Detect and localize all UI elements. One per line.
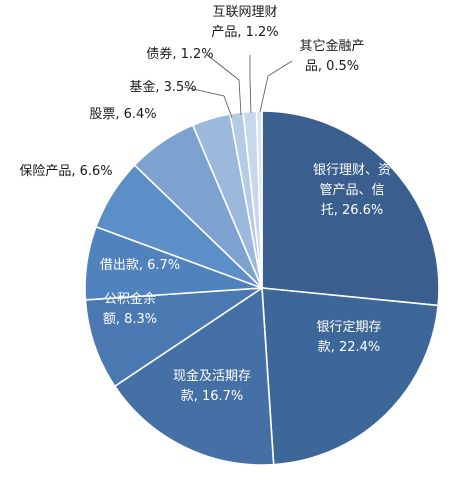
slice-label: 互联网理财产品, 1.2% xyxy=(211,5,278,40)
slice-label: 现金及活期存款, 16.7% xyxy=(173,368,251,404)
slice-label: 银行理财、资管产品、信托, 26.6% xyxy=(313,163,391,218)
leader-line xyxy=(205,53,242,116)
leader-lines xyxy=(183,53,293,119)
leader-line xyxy=(183,86,233,119)
slice-label-line: 其它金融产 xyxy=(299,38,364,54)
slice-label: 其它金融产品, 0.5% xyxy=(299,38,364,74)
slice-label-line: 款, 16.7% xyxy=(181,389,244,404)
slice-label-line: 借出款, 6.7% xyxy=(100,258,180,273)
slice-label: 公积金余额, 8.3% xyxy=(103,291,157,327)
slice-label-line: 银行定期存 xyxy=(316,320,381,335)
leader-line xyxy=(249,55,252,114)
slice-label: 银行定期存款, 22.4% xyxy=(316,320,381,355)
slice-label-line: 互联网理财 xyxy=(212,5,277,20)
slice-label-line: 债券, 1.2% xyxy=(146,46,213,62)
slice-label-line: 款, 22.4% xyxy=(318,340,381,355)
slice-label-line: 管产品、信 xyxy=(319,183,384,198)
slice-label-line: 产品, 1.2% xyxy=(211,25,278,40)
slice-label: 股票, 6.4% xyxy=(89,107,156,122)
pie-slice xyxy=(261,110,440,307)
slice-label-line: 基金, 3.5% xyxy=(129,79,196,95)
slice-label-line: 保险产品, 6.6% xyxy=(19,164,112,179)
pie-slices xyxy=(84,110,440,466)
slice-label: 借出款, 6.7% xyxy=(100,258,180,273)
slice-label-line: 银行理财、资 xyxy=(313,163,391,178)
slice-label-line: 公积金余 xyxy=(104,291,156,307)
slice-label-line: 品, 0.5% xyxy=(305,59,359,74)
pie-slice xyxy=(113,286,275,466)
pie-slice xyxy=(84,286,265,388)
slice-label: 基金, 3.5% xyxy=(129,79,196,95)
pie-slice xyxy=(261,287,440,466)
slice-label: 债券, 1.2% xyxy=(146,46,213,62)
slice-label-line: 托, 26.6% xyxy=(321,203,384,218)
leader-line xyxy=(259,60,293,113)
slice-labels: 银行理财、资管产品、信托, 26.6%银行定期存款, 22.4%现金及活期存款,… xyxy=(19,5,391,404)
pie-slice xyxy=(255,110,263,289)
slice-label-line: 股票, 6.4% xyxy=(89,107,156,122)
slice-label: 保险产品, 6.6% xyxy=(19,164,112,179)
slice-label-line: 现金及活期存 xyxy=(173,368,251,384)
slice-label-line: 额, 8.3% xyxy=(103,312,157,327)
